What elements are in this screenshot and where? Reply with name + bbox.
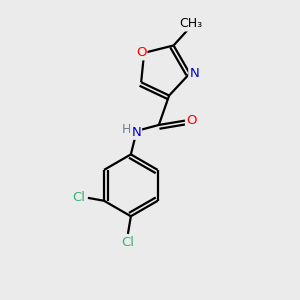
Text: Cl: Cl: [72, 191, 85, 204]
Text: CH₃: CH₃: [180, 17, 203, 31]
Text: N: N: [189, 67, 199, 80]
Text: O: O: [136, 46, 146, 59]
Text: H: H: [122, 123, 131, 136]
Text: O: O: [186, 114, 196, 127]
Text: N: N: [131, 126, 141, 139]
Text: Cl: Cl: [122, 236, 134, 249]
